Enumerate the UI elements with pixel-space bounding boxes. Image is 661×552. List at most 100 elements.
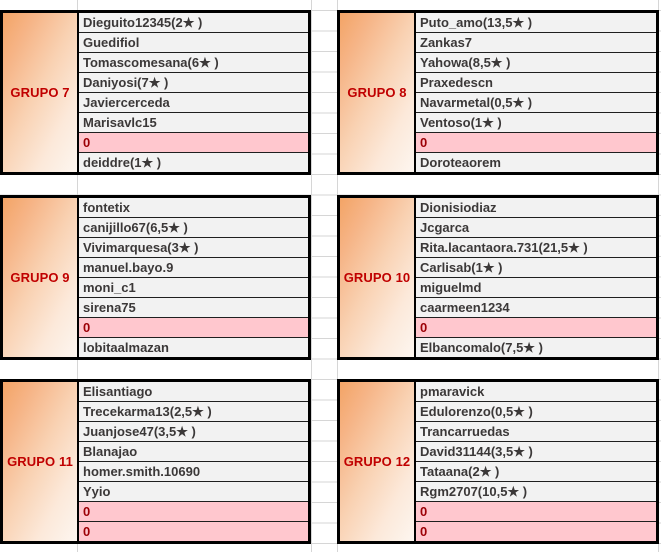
member-name: Zankas7 [420, 35, 473, 50]
member-cell[interactable]: Vivimarquesa(3★ ) [79, 237, 308, 257]
member-name: deiddre(1★ ) [83, 154, 162, 170]
member-cell[interactable]: pmaravick [416, 382, 656, 401]
member-name: Edulorenzo(0,5★ ) [420, 403, 533, 419]
group-label: GRUPO 8 [347, 85, 407, 100]
member-list: pmaravick Edulorenzo(0,5★ ) Trancarrueda… [416, 382, 656, 541]
member-cell[interactable]: Ventoso(1★ ) [416, 112, 656, 132]
member-name: Dieguito12345(2★ ) [83, 14, 203, 30]
group-label-cell[interactable]: GRUPO 8 [340, 13, 416, 172]
zero-cell[interactable]: 0 [79, 521, 308, 541]
member-cell[interactable]: Blanajao [79, 441, 308, 461]
member-list: fontetix canijillo67(6,5★ ) Vivimarquesa… [79, 198, 308, 357]
member-cell[interactable]: Elisantiago [79, 382, 308, 401]
member-cell[interactable]: Jcgarca [416, 217, 656, 237]
member-name: Tataana(2★ ) [420, 463, 500, 479]
member-cell[interactable]: Rita.lacantaora.731(21,5★ ) [416, 237, 656, 257]
member-name: Jcgarca [420, 220, 470, 235]
member-name: caarmeen1234 [420, 300, 510, 315]
member-name: Ventoso(1★ ) [420, 114, 502, 130]
member-cell[interactable]: Yyio [79, 481, 308, 501]
member-name: Yyio [83, 484, 111, 499]
member-name: David31144(3,5★ ) [420, 443, 533, 459]
zero-value: 0 [83, 524, 91, 539]
member-cell[interactable]: canijillo67(6,5★ ) [79, 217, 308, 237]
member-name: Trecekarma13(2,5★ ) [83, 403, 212, 419]
member-cell[interactable]: deiddre(1★ ) [79, 152, 308, 172]
member-cell[interactable]: manuel.bayo.9 [79, 257, 308, 277]
member-cell[interactable]: Zankas7 [416, 32, 656, 52]
member-cell[interactable]: Carlisab(1★ ) [416, 257, 656, 277]
member-cell[interactable]: Elbancomalo(7,5★ ) [416, 337, 656, 357]
member-cell[interactable]: sirena75 [79, 297, 308, 317]
member-name: lobitaalmazan [83, 340, 169, 355]
member-name: Elbancomalo(7,5★ ) [420, 339, 543, 355]
zero-cell[interactable]: 0 [416, 317, 656, 337]
member-cell[interactable]: Juanjose47(3,5★ ) [79, 421, 308, 441]
member-name: Elisantiago [83, 384, 153, 399]
group-label: GRUPO 7 [10, 85, 70, 100]
member-cell[interactable]: Daniyosi(7★ ) [79, 72, 308, 92]
member-cell[interactable]: Edulorenzo(0,5★ ) [416, 401, 656, 421]
member-name: Javiercerceda [83, 95, 170, 110]
member-cell[interactable]: miguelmd [416, 277, 656, 297]
member-list: Puto_amo(13,5★ ) Zankas7 Yahowa(8,5★ ) P… [416, 13, 656, 172]
zero-cell[interactable]: 0 [416, 521, 656, 541]
member-cell[interactable]: David31144(3,5★ ) [416, 441, 656, 461]
group-label-cell[interactable]: GRUPO 10 [340, 198, 416, 357]
zero-value: 0 [420, 524, 428, 539]
member-cell[interactable]: Javiercerceda [79, 92, 308, 112]
member-cell[interactable]: lobitaalmazan [79, 337, 308, 357]
zero-value: 0 [83, 504, 91, 519]
zero-cell[interactable]: 0 [416, 501, 656, 521]
member-cell[interactable]: Puto_amo(13,5★ ) [416, 13, 656, 32]
member-name: Trancarruedas [420, 424, 510, 439]
member-cell[interactable]: Rgm2707(10,5★ ) [416, 481, 656, 501]
member-cell[interactable]: caarmeen1234 [416, 297, 656, 317]
member-cell[interactable]: Yahowa(8,5★ ) [416, 52, 656, 72]
member-cell[interactable]: Tomascomesana(6★ ) [79, 52, 308, 72]
member-name: Marisavlc15 [83, 115, 157, 130]
group-table-8: GRUPO 8 Puto_amo(13,5★ ) Zankas7 Yahowa(… [337, 10, 659, 175]
member-cell[interactable]: Dieguito12345(2★ ) [79, 13, 308, 32]
member-name: moni_c1 [83, 280, 136, 295]
zero-cell[interactable]: 0 [79, 317, 308, 337]
group-table-10: GRUPO 10 Dionisiodiaz Jcgarca Rita.lacan… [337, 195, 659, 360]
member-cell[interactable]: Dionisiodiaz [416, 198, 656, 217]
member-name: Rita.lacantaora.731(21,5★ ) [420, 239, 588, 255]
member-cell[interactable]: Tataana(2★ ) [416, 461, 656, 481]
group-table-12: GRUPO 12 pmaravick Edulorenzo(0,5★ ) Tra… [337, 379, 659, 544]
member-cell[interactable]: Navarmetal(0,5★ ) [416, 92, 656, 112]
member-cell[interactable]: Marisavlc15 [79, 112, 308, 132]
member-list: Dionisiodiaz Jcgarca Rita.lacantaora.731… [416, 198, 656, 357]
group-label: GRUPO 12 [343, 454, 411, 469]
member-cell[interactable]: Trancarruedas [416, 421, 656, 441]
member-name: Vivimarquesa(3★ ) [83, 239, 199, 255]
group-table-9: GRUPO 9 fontetix canijillo67(6,5★ ) Vivi… [0, 195, 311, 360]
member-name: Daniyosi(7★ ) [83, 74, 169, 90]
member-cell[interactable]: Guedifiol [79, 32, 308, 52]
member-name: canijillo67(6,5★ ) [83, 219, 188, 235]
member-name: fontetix [83, 200, 130, 215]
group-label-cell[interactable]: GRUPO 11 [3, 382, 79, 541]
group-label-cell[interactable]: GRUPO 12 [340, 382, 416, 541]
member-name: Puto_amo(13,5★ ) [420, 14, 533, 30]
zero-cell[interactable]: 0 [416, 132, 656, 152]
member-cell[interactable]: homer.smith.10690 [79, 461, 308, 481]
zero-cell[interactable]: 0 [79, 501, 308, 521]
member-cell[interactable]: Doroteaorem [416, 152, 656, 172]
group-label-cell[interactable]: GRUPO 7 [3, 13, 79, 172]
member-name: sirena75 [83, 300, 136, 315]
member-name: Yahowa(8,5★ ) [420, 54, 511, 70]
zero-cell[interactable]: 0 [79, 132, 308, 152]
group-label-cell[interactable]: GRUPO 9 [3, 198, 79, 357]
member-cell[interactable]: Trecekarma13(2,5★ ) [79, 401, 308, 421]
member-cell[interactable]: Praxedescn [416, 72, 656, 92]
member-cell[interactable]: fontetix [79, 198, 308, 217]
member-name: homer.smith.10690 [83, 464, 201, 479]
member-name: Guedifiol [83, 35, 140, 50]
zero-value: 0 [83, 320, 91, 335]
member-cell[interactable]: moni_c1 [79, 277, 308, 297]
member-list: Dieguito12345(2★ ) Guedifiol Tomascomesa… [79, 13, 308, 172]
member-name: Rgm2707(10,5★ ) [420, 483, 528, 499]
gridline-vertical [311, 0, 312, 552]
